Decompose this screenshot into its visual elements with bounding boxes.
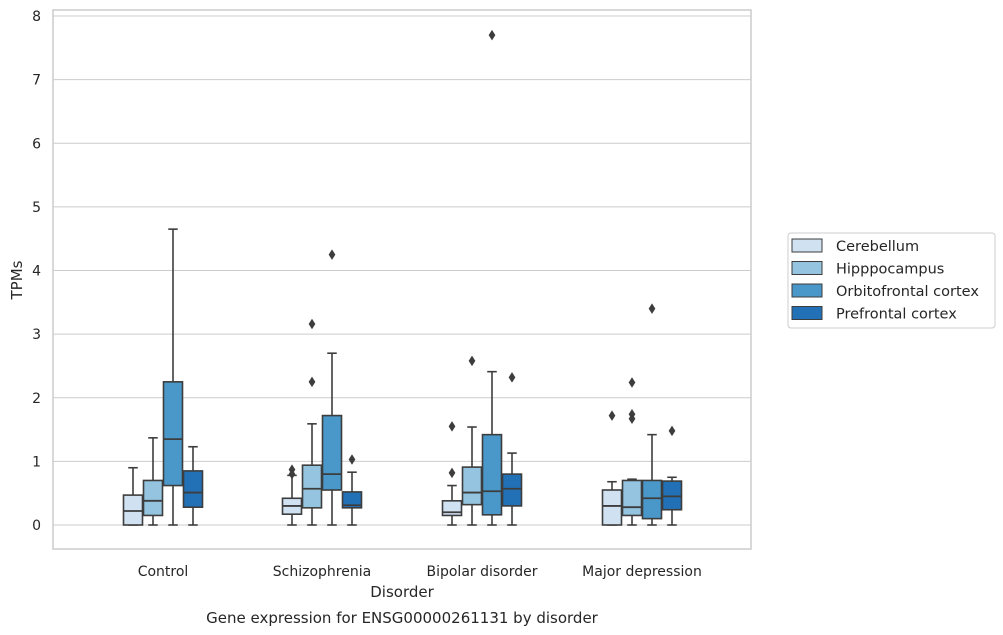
box-orbitofrontal-cortex (481, 29, 503, 526)
x-tick-label: Schizophrenia (273, 564, 371, 580)
y-tick-labels: 0 1 2 3 4 5 6 7 8 (32, 9, 41, 534)
box-cerebellum (601, 410, 623, 526)
y-tick-label: 0 (32, 518, 41, 534)
outlier-marker (628, 377, 636, 388)
x-axis-label: Disorder (370, 583, 434, 601)
iqr-box (341, 491, 363, 509)
legend-label: Prefrontal cortex (836, 307, 957, 323)
outlier-marker (668, 425, 676, 437)
outlier-marker (328, 249, 336, 260)
y-tick-label: 5 (32, 200, 41, 216)
iqr-box (321, 414, 343, 491)
outlier-marker (648, 303, 656, 314)
plot-frame (52, 9, 752, 550)
gridlines (53, 15, 751, 526)
iqr-box (142, 479, 164, 517)
box-cerebellum (441, 421, 463, 526)
box-hipppocampus (142, 437, 164, 526)
x-tick-label: Bipolar disorder (426, 564, 537, 580)
box-orbitofrontal-cortex (162, 228, 184, 526)
outlier-marker (488, 29, 496, 41)
outlier-marker (608, 410, 616, 421)
box-hipppocampus (301, 318, 323, 526)
box-orbitofrontal-cortex (641, 303, 663, 526)
outlier-marker (348, 454, 356, 465)
x-tick-label: Major depression (582, 564, 702, 580)
y-tick-label: 2 (32, 391, 41, 407)
y-tick-label: 6 (32, 136, 41, 152)
iqr-box (162, 381, 184, 487)
legend-frame (787, 232, 996, 329)
box-prefrontal-cortex (501, 372, 523, 526)
legend-label: Hipppocampus (836, 262, 944, 278)
outlier-marker (628, 409, 636, 420)
iqr-box (641, 479, 663, 520)
outlier-marker (308, 318, 316, 330)
box-hipppocampus (621, 377, 643, 526)
box-groups (122, 29, 683, 526)
iqr-box (601, 489, 623, 526)
y-tick-label: 1 (32, 454, 41, 470)
box-orbitofrontal-cortex (321, 249, 343, 526)
box-prefrontal-cortex (661, 425, 683, 526)
box-cerebellum (122, 466, 144, 526)
iqr-box (461, 466, 483, 506)
outlier-marker (448, 467, 456, 479)
outlier-marker (448, 421, 456, 432)
iqr-box (661, 480, 683, 511)
outlier-marker (508, 372, 516, 383)
box-hipppocampus (461, 355, 483, 526)
iqr-box (182, 470, 204, 508)
x-tick-label: Control (138, 564, 189, 580)
box-cerebellum (281, 464, 303, 526)
iqr-box (481, 433, 503, 516)
legend-swatch (791, 261, 823, 275)
iqr-box (501, 473, 523, 507)
y-tick-label: 7 (32, 73, 41, 89)
legend: Cerebellum Hipppocampus Orbitofrontal cort… (787, 232, 996, 329)
legend-label: Cerebellum (836, 239, 919, 255)
legend-swatch (791, 283, 823, 298)
chart-title: Gene expression for ENSG00000261131 by d… (206, 609, 599, 627)
x-tick-labels: Control Schizophrenia Bipolar disorder Majo… (138, 564, 702, 580)
legend-swatch (791, 306, 823, 320)
iqr-box (301, 464, 323, 509)
outlier-marker (288, 464, 296, 475)
box-prefrontal-cortex (341, 454, 363, 526)
box-prefrontal-cortex (182, 445, 204, 526)
y-tick-label: 3 (32, 327, 41, 343)
y-tick-label: 4 (32, 264, 41, 280)
legend-label: Orbitofrontal cortex (836, 284, 979, 300)
iqr-box (441, 500, 463, 517)
iqr-box (122, 494, 144, 526)
y-axis-label: TPMs (8, 260, 26, 300)
legend-swatch (791, 238, 823, 253)
y-tick-label: 8 (32, 9, 41, 25)
outlier-marker (308, 376, 316, 388)
iqr-box (621, 479, 643, 517)
outlier-marker (468, 355, 476, 367)
